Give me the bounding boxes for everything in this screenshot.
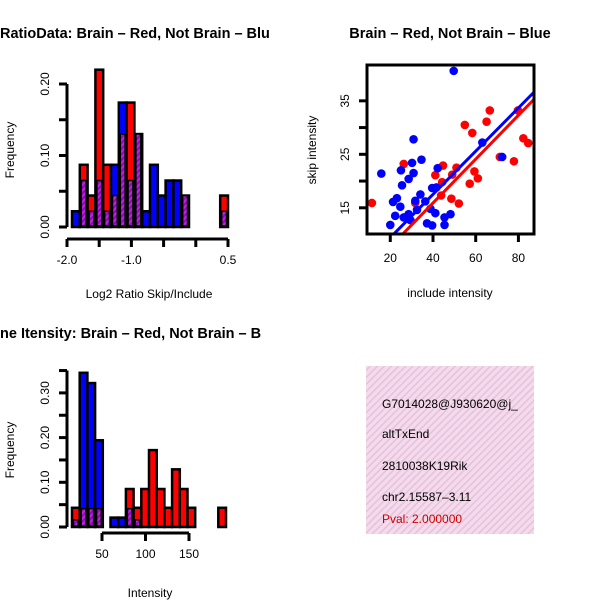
x-tick-label: 20	[384, 251, 398, 265]
scatter-point-blue	[397, 181, 407, 190]
scatter-point-red	[460, 120, 470, 130]
x-axis-label: include intensity	[407, 286, 492, 300]
x-tick-label: -2.0	[57, 253, 78, 267]
overlap-bar	[80, 179, 87, 227]
x-tick-label: 60	[469, 251, 483, 265]
x-axis-label: Intensity	[128, 586, 173, 600]
y-tick-label: 0.30	[38, 381, 52, 405]
scatter-point-red	[399, 159, 409, 169]
overlap-bar	[126, 507, 133, 527]
overlap-bar	[181, 194, 189, 227]
scatter-point-blue	[440, 220, 449, 230]
y-axis-label: Frequency	[3, 422, 17, 479]
scatter-point-blue	[416, 190, 425, 199]
y-axis-label: skip intensity	[305, 116, 319, 185]
overlap-bar	[88, 210, 95, 227]
plot-frame	[365, 63, 536, 236]
scatter-point-red	[485, 106, 495, 115]
info-panel-background	[366, 366, 534, 534]
histogram-bar	[94, 68, 105, 229]
scatter-point-red	[509, 156, 519, 166]
event-type-text: altTxEnd	[382, 427, 429, 441]
location-text: chr2.15587–3.11	[382, 490, 472, 504]
regression-line-red	[400, 98, 534, 234]
overlap-bar	[135, 133, 142, 227]
scatter-point-red	[470, 167, 479, 176]
y-tick-label: 15	[338, 201, 352, 215]
scatter-point-blue	[404, 174, 413, 184]
y-axis-label: Frequency	[3, 122, 17, 179]
scatter-point-blue	[409, 135, 418, 144]
y-tick-label: 25	[338, 147, 352, 161]
y-tick-label: 0.20	[38, 72, 52, 96]
x-tick-label: 0.5	[220, 253, 237, 267]
event-id-text: G7014028@J930620@j_	[382, 397, 518, 411]
scatter-point-blue	[396, 202, 405, 212]
scatter-point-blue	[446, 209, 455, 219]
scatter-point-blue	[392, 193, 402, 203]
y-tick-label: 0.10	[38, 470, 52, 494]
scatter-point-blue	[407, 158, 417, 168]
scatter-point-blue	[396, 166, 406, 175]
histogram-ratio: RatioData: Brain – Red, Not Brain – Blu 0…	[0, 26, 270, 301]
chart-title: Brain – Red, Not Brain – Blue	[349, 26, 550, 42]
scatter-point-blue	[390, 211, 400, 221]
y-tick-label: 0.10	[38, 143, 52, 167]
scatter-point-blue	[433, 163, 442, 173]
overlap-bar	[119, 133, 126, 227]
y-tick-label: 35	[338, 94, 352, 108]
x-tick-label: 50	[95, 547, 109, 561]
scatter-point-red	[367, 198, 377, 208]
overlap-bar	[220, 210, 228, 227]
scatter-point-red	[431, 170, 440, 180]
scatter-point-red	[465, 179, 475, 189]
scatter-point-blue	[377, 169, 386, 178]
x-tick-label: 40	[426, 251, 440, 265]
chart-title: RatioData: Brain – Red, Not Brain – Blu	[0, 26, 270, 42]
pval-text: Pval: 2.000000	[382, 512, 462, 526]
x-tick-label: 150	[179, 547, 199, 561]
overlap-bar	[80, 507, 87, 527]
scatter-point-blue	[409, 168, 418, 178]
overlap-bar	[96, 179, 103, 227]
regression-line-blue	[391, 91, 534, 234]
x-axis-label: Log2 Ratio Skip/Include	[86, 287, 213, 301]
scatter-point-blue	[431, 208, 440, 218]
overlap-bar	[134, 519, 141, 527]
scatter-point-red	[473, 174, 483, 183]
overlap-bar	[95, 507, 103, 527]
scatter-point-red	[447, 194, 456, 204]
histogram-bar	[93, 439, 105, 529]
y-tick-label: 0.00	[38, 515, 52, 539]
scatter-point-red	[467, 128, 477, 138]
x-tick-label: 80	[512, 251, 526, 265]
scatter-point-blue	[385, 220, 395, 230]
scatter-point-blue	[449, 66, 459, 76]
overlap-bar	[103, 210, 111, 227]
y-tick-label: 0.20	[38, 426, 52, 450]
overlap-bar	[111, 194, 119, 227]
histogram-bar	[186, 506, 197, 529]
overlap-bar	[88, 507, 95, 527]
y-tick-label: 0.00	[38, 215, 52, 239]
scatter-point-red	[454, 199, 464, 208]
info-panel: G7014028@J930620@j_ altTxEnd 2810038K19R…	[366, 366, 534, 534]
gene-name-text: 2810038K19Rik	[382, 459, 468, 473]
scatter-point-red	[482, 117, 491, 126]
plot-area	[367, 66, 534, 234]
x-tick-label: 100	[135, 547, 155, 561]
scatter-intensity: Brain – Red, Not Brain – Blue 20 40 60 80 15 2…	[305, 26, 551, 300]
scatter-point-red	[523, 138, 533, 148]
histogram-intensity: ne Itensity: Brain – Red, Not Brain – B 0…	[0, 326, 261, 600]
histogram-bar	[217, 506, 228, 529]
scatter-point-blue	[417, 155, 426, 164]
overlap-bar	[72, 519, 79, 527]
scatter-point-blue	[427, 221, 437, 230]
scatter-point-blue	[410, 196, 420, 206]
chart-title: ne Itensity: Brain – Red, Not Brain – B	[0, 326, 261, 342]
x-tick-label: -1.0	[121, 253, 142, 267]
scatter-point-blue	[497, 152, 507, 162]
overlap-bar	[127, 179, 134, 227]
